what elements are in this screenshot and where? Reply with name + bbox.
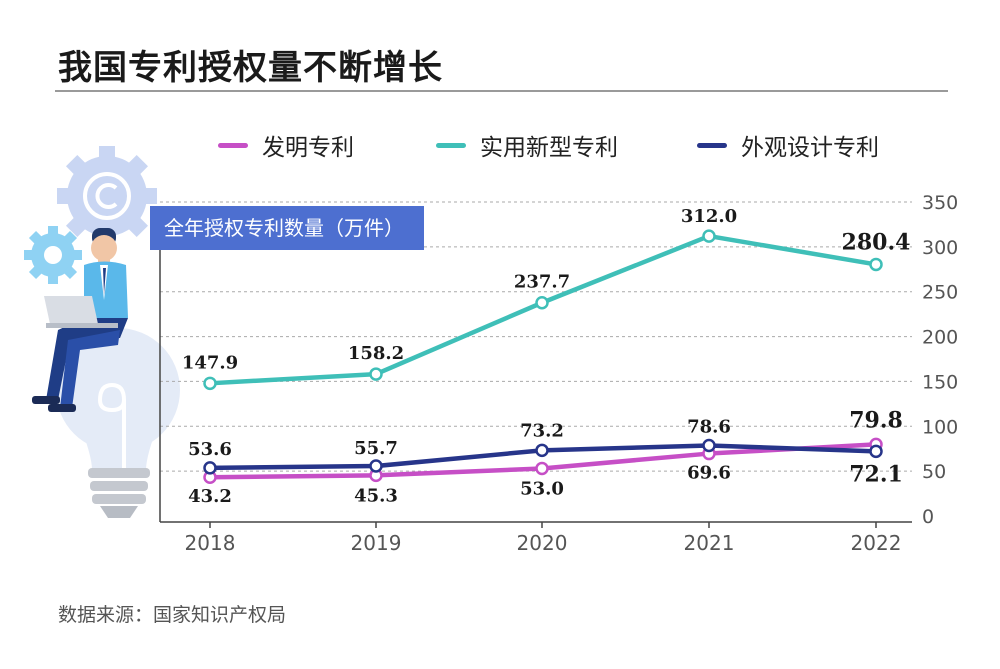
data-point [702,438,716,453]
legend-swatch-design [697,142,727,148]
data-point [203,461,217,475]
axes [159,245,912,528]
data-point [369,367,383,381]
series-points [203,229,883,484]
data-label: 158.2 [348,343,404,364]
data-label: 280.4 [842,229,911,255]
legend-label-design: 外观设计专利 [741,135,879,161]
copyright-icon [83,172,131,220]
x-tick-label: 2020 [517,531,568,555]
y-tick-label: 150 [922,371,958,393]
data-label: 43.2 [188,486,232,507]
data-point [203,376,217,391]
data-point [869,257,883,272]
x-tick-label: 2018 [185,531,236,555]
x-axis-ticks: 2018 2019 2020 2021 2022 [185,531,902,555]
y-tick-label: 100 [922,416,958,438]
page-title: 我国专利授权量不断增长 [58,48,443,88]
person-with-laptop-icon [32,228,128,412]
data-label: 312.0 [681,206,737,227]
data-point [535,295,549,310]
data-point [702,229,716,243]
legend-label-invention: 发明专利 [262,135,354,161]
y-axis-ticks: 0 50 100 150 200 250 300 350 [922,192,958,528]
unit-badge: 全年授权专利数量（万件） [150,206,424,250]
y-tick-label: 250 [922,282,958,304]
data-source-note: 数据来源：国家知识产权局 [58,604,287,626]
y-tick-label: 350 [922,192,958,214]
legend-swatch-invention [218,142,248,148]
legend-item-design: 外观设计专利 [697,128,879,162]
data-label: 69.6 [687,463,731,484]
title-divider [55,90,948,92]
chart-legend: 发明专利 实用新型专利 外观设计专利 [0,128,1000,162]
data-label: 79.8 [849,407,903,433]
y-tick-label: 200 [922,327,958,349]
legend-swatch-utility [436,142,466,148]
lightbulb-icon [56,328,180,518]
data-point [369,459,383,473]
y-tick-label: 0 [922,506,934,528]
y-tick-label: 50 [922,461,946,483]
data-label: 53.0 [520,478,564,499]
legend-item-invention: 发明专利 [218,128,354,162]
y-tick-label: 300 [922,237,958,259]
data-label: 72.1 [849,461,903,487]
small-gear-icon [24,226,82,284]
x-tick-label: 2021 [684,531,735,555]
data-label: 45.3 [354,485,398,506]
grid-lines [160,201,912,472]
data-label: 53.6 [188,439,232,460]
legend-label-utility: 实用新型专利 [480,135,618,161]
legend-item-utility: 实用新型专利 [436,128,618,162]
data-labels: 43.2 45.3 53.0 69.6 79.8 147.9 158.2 237.7 312.0… [182,206,911,507]
data-label: 55.7 [354,438,398,459]
data-point [535,443,549,458]
data-label: 78.6 [687,416,731,437]
data-label: 73.2 [520,420,564,441]
data-point [869,444,883,459]
x-tick-label: 2019 [351,531,402,555]
series-line-1 [207,233,879,386]
data-label: 237.7 [514,272,570,293]
data-label: 147.9 [182,352,238,373]
data-point [535,461,549,476]
x-tick-label: 2022 [851,531,902,555]
